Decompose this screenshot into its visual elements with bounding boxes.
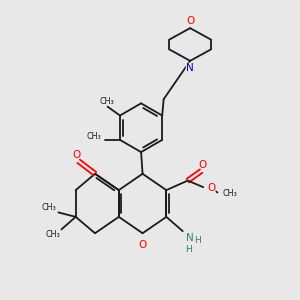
Text: CH₃: CH₃	[86, 132, 101, 141]
Text: CH₃: CH₃	[99, 97, 114, 106]
Text: CH₃: CH₃	[45, 230, 60, 239]
Text: CH₃: CH₃	[41, 203, 56, 212]
Text: O: O	[207, 183, 215, 193]
Text: O: O	[186, 16, 194, 26]
Text: O: O	[199, 160, 207, 170]
Text: CH₃: CH₃	[223, 190, 238, 199]
Text: O: O	[138, 240, 147, 250]
Text: H: H	[185, 245, 191, 254]
Text: N: N	[186, 232, 194, 243]
Text: N: N	[186, 63, 194, 73]
Text: H: H	[194, 236, 201, 245]
Text: O: O	[73, 150, 81, 160]
